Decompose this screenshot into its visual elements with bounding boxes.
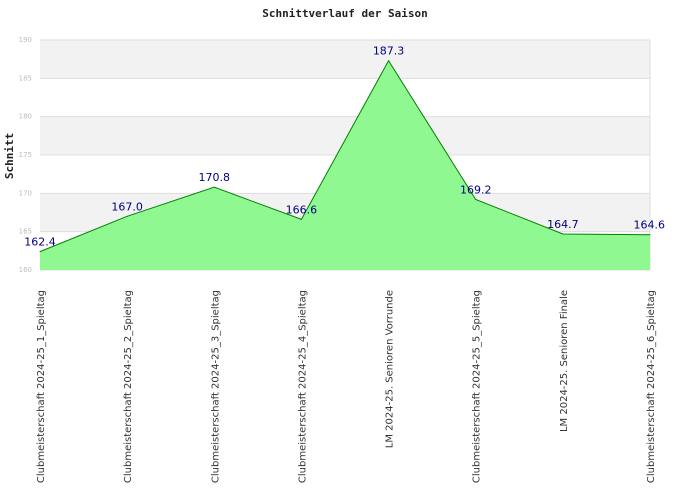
- data-point: [126, 215, 128, 217]
- data-point: [39, 251, 41, 253]
- data-point: [300, 218, 302, 220]
- area-fill: [40, 60, 650, 271]
- data-label: 166.6: [286, 203, 318, 216]
- data-label: 164.7: [547, 218, 579, 231]
- data-point: [213, 186, 215, 188]
- y-axis-label: Schnitt: [3, 133, 16, 179]
- data-label: 169.2: [460, 183, 492, 196]
- data-point: [649, 234, 651, 236]
- series-line: [39, 59, 651, 253]
- data-label: 187.3: [373, 45, 405, 58]
- y-tick-label: 170: [19, 189, 32, 197]
- y-tick-label: 165: [19, 228, 32, 236]
- x-tick-label: LM 2024-25. Senioren Finale: [559, 290, 570, 432]
- data-label: 167.0: [111, 200, 143, 213]
- x-tick-label: LM 2024-25. Senioren Vorrunde: [385, 290, 396, 448]
- y-axis-ticks: 160 165 170 175 180 185 190: [19, 36, 32, 274]
- data-point: [475, 198, 477, 200]
- grid-band: [40, 78, 650, 117]
- data-labels: 162.4 167.0 170.8 166.6 187.3 169.2 164.7 164.6: [24, 45, 665, 249]
- x-tick-label: Clubmeisterschaft 2024-25_2_Spieltag: [123, 290, 134, 483]
- y-tick-label: 185: [19, 74, 32, 82]
- data-label: 170.8: [199, 171, 231, 184]
- grid-band: [40, 40, 650, 79]
- grid-bands: [40, 40, 650, 270]
- y-tick-label: 160: [19, 266, 32, 274]
- chart-title: Schnittverlauf der Saison: [262, 7, 428, 20]
- data-label: 164.6: [634, 219, 666, 232]
- x-tick-label: Clubmeisterschaft 2024-25_3_Spieltag: [210, 290, 221, 483]
- data-point: [562, 233, 564, 235]
- x-axis-labels: Clubmeisterschaft 2024-25_1_Spieltag Club…: [36, 290, 657, 483]
- data-label: 162.4: [24, 236, 56, 249]
- data-point: [388, 60, 390, 62]
- x-tick-label: Clubmeisterschaft 2024-25_6_Spieltag: [646, 290, 657, 483]
- y-tick-label: 180: [19, 113, 32, 121]
- y-tick-label: 175: [19, 151, 32, 159]
- y-tick-label: 190: [19, 36, 32, 44]
- x-tick-label: Clubmeisterschaft 2024-25_5_Spieltag: [472, 290, 483, 483]
- x-tick-label: Clubmeisterschaft 2024-25_4_Spieltag: [297, 290, 308, 483]
- x-tick-label: Clubmeisterschaft 2024-25_1_Spieltag: [36, 290, 47, 483]
